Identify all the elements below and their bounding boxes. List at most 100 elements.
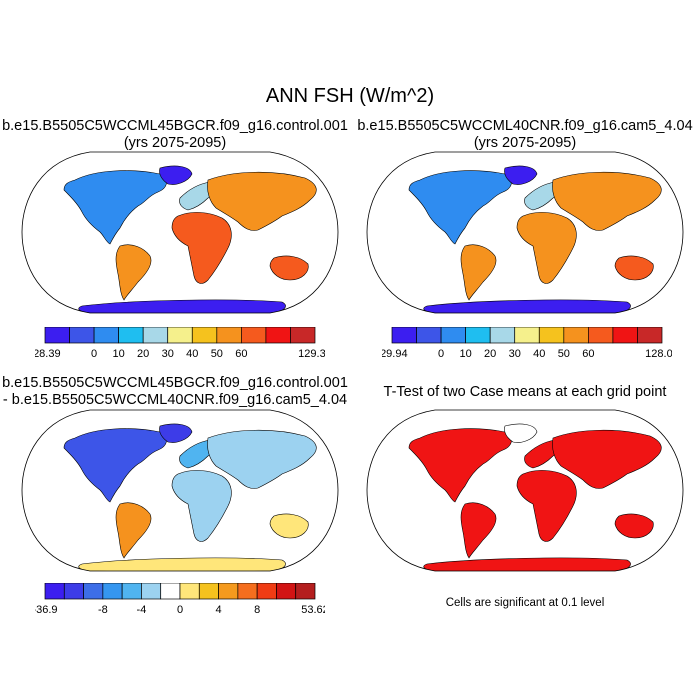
- panel-2-title-line1: b.e15.B5505C5WCCML40CNR.f09_g16.cam5_4.0…: [357, 118, 693, 134]
- colorbar-box: [44, 327, 70, 344]
- colorbar-box: [141, 583, 162, 600]
- colorbar-box: [237, 583, 258, 600]
- colorbar-box: [588, 327, 614, 344]
- colorbar-box: [198, 583, 219, 600]
- colorbar-tick-label: 60: [235, 348, 247, 360]
- landmass-north-america: [63, 170, 167, 245]
- significance-note: Cells are significant at 0.1 level: [445, 597, 605, 609]
- panel-4-title-line1: T-Test of two Case means at each grid po…: [383, 384, 667, 400]
- panel-1-title: b.e15.B5505C5WCCML45BGCR.f09_g16.control…: [0, 118, 350, 152]
- landmass-south-america: [115, 244, 152, 301]
- landmass-greenland: [504, 423, 538, 443]
- colorbar-box: [160, 583, 181, 600]
- colorbar-box: [241, 327, 267, 344]
- landmass-asia: [207, 429, 317, 489]
- panel-1-colorbar: -28.39 129.33 0 10 20 30 40 50 60: [35, 327, 325, 360]
- landmass-south-america: [115, 502, 152, 559]
- landmass-africa: [516, 212, 577, 284]
- colorbar-tick-label: 0: [438, 348, 444, 360]
- panel-3-title-line1: b.e15.B5505C5WCCML45BGCR.f09_g16.control…: [2, 375, 348, 391]
- colorbar-box: [118, 327, 144, 344]
- colorbar-tick-label: -4: [137, 604, 147, 616]
- panel-2-colorbar: -29.94 128.08 0 10 20 30 40 50 60: [382, 327, 672, 360]
- colorbar-tick-label: 30: [162, 348, 174, 360]
- colorbar-box: [63, 583, 84, 600]
- colorbar-box: [83, 583, 104, 600]
- colorbar-tick-label: 10: [113, 348, 125, 360]
- landmass-greenland: [159, 423, 193, 443]
- colorbar-max-label: 129.33: [298, 348, 325, 360]
- landmass-antarctica: [423, 299, 631, 313]
- landmass-north-america: [63, 428, 167, 503]
- colorbar-tick-label: 8: [254, 604, 260, 616]
- colorbar-min-label: -36.9: [35, 604, 58, 616]
- landmass-asia: [552, 429, 662, 489]
- landmass-europe: [524, 181, 561, 211]
- colorbar-box: [265, 327, 291, 344]
- colorbar-box: [142, 327, 169, 344]
- landmass-africa: [516, 470, 577, 542]
- colorbar-tick-label: -8: [98, 604, 108, 616]
- landmass-antarctica: [423, 557, 631, 571]
- panel-4-title: T-Test of two Case means at each grid po…: [350, 384, 700, 401]
- landmass-asia: [552, 171, 662, 231]
- colorbar-box: [191, 327, 218, 344]
- colorbar-tick-label: 50: [211, 348, 223, 360]
- colorbar-box: [465, 327, 491, 344]
- colorbar-min-label: -29.94: [382, 348, 408, 360]
- colorbar-min-label: -28.39: [35, 348, 61, 360]
- panel-1-map: [21, 151, 339, 314]
- colorbar-tick-label: 40: [533, 348, 545, 360]
- colorbar-box: [216, 327, 242, 344]
- panel-2-title-line2: (yrs 2075-2095): [473, 135, 577, 151]
- colorbar-box: [93, 327, 119, 344]
- colorbar-box: [121, 583, 142, 600]
- colorbar-tick-label: 20: [484, 348, 496, 360]
- colorbar-max-label: 53.62: [301, 604, 325, 616]
- map-frame: [21, 409, 339, 572]
- panel-1-title-line1: b.e15.B5505C5WCCML45BGCR.f09_g16.control…: [2, 118, 348, 134]
- panel-3-title-line2: - b.e15.B5505C5WCCML40CNR.f09_g16.cam5_4…: [2, 392, 348, 408]
- landmass-australia: [269, 255, 309, 281]
- colorbar-box: [637, 327, 663, 344]
- panel-4-map: [366, 409, 684, 572]
- colorbar-box: [218, 583, 239, 600]
- map-frame: [366, 409, 684, 572]
- colorbar-tick-label: 60: [582, 348, 594, 360]
- landmass-greenland: [504, 165, 538, 185]
- landmass-australia: [614, 255, 654, 281]
- colorbar-box: [391, 327, 417, 344]
- land-group: [63, 423, 317, 571]
- panel-3-colorbar: -36.9 53.62 -8 -4 0 4 8: [35, 583, 325, 616]
- colorbar-max-label: 128.08: [645, 348, 672, 360]
- colorbar-box: [44, 583, 65, 600]
- landmass-africa: [171, 212, 232, 284]
- land-group: [408, 423, 662, 571]
- colorbar-tick-label: 50: [558, 348, 570, 360]
- panel-1-title-line2: (yrs 2075-2095): [123, 135, 227, 151]
- colorbar-box: [69, 327, 95, 344]
- landmass-greenland: [159, 165, 193, 185]
- colorbar-tick-label: 40: [186, 348, 198, 360]
- colorbar-tick-label: 10: [460, 348, 472, 360]
- landmass-europe: [524, 439, 561, 469]
- panel-2-title: b.e15.B5505C5WCCML40CNR.f09_g16.cam5_4.0…: [350, 118, 700, 152]
- colorbar-box: [295, 583, 316, 600]
- map-frame: [21, 151, 339, 314]
- landmass-africa: [171, 470, 232, 542]
- colorbar-tick-label: 0: [91, 348, 97, 360]
- landmass-antarctica: [78, 557, 286, 571]
- colorbar-box: [612, 327, 638, 344]
- colorbar-box: [290, 327, 316, 344]
- landmass-australia: [614, 513, 654, 539]
- landmass-australia: [269, 513, 309, 539]
- colorbar-box: [276, 583, 297, 600]
- panel-3-map: [21, 409, 339, 572]
- landmass-south-america: [460, 244, 497, 301]
- colorbar-box: [102, 583, 123, 600]
- landmass-antarctica: [78, 299, 286, 313]
- landmass-north-america: [408, 170, 512, 245]
- landmass-asia: [207, 171, 317, 231]
- land-group: [408, 165, 662, 313]
- figure-title: ANN FSH (W/m^2): [265, 85, 435, 107]
